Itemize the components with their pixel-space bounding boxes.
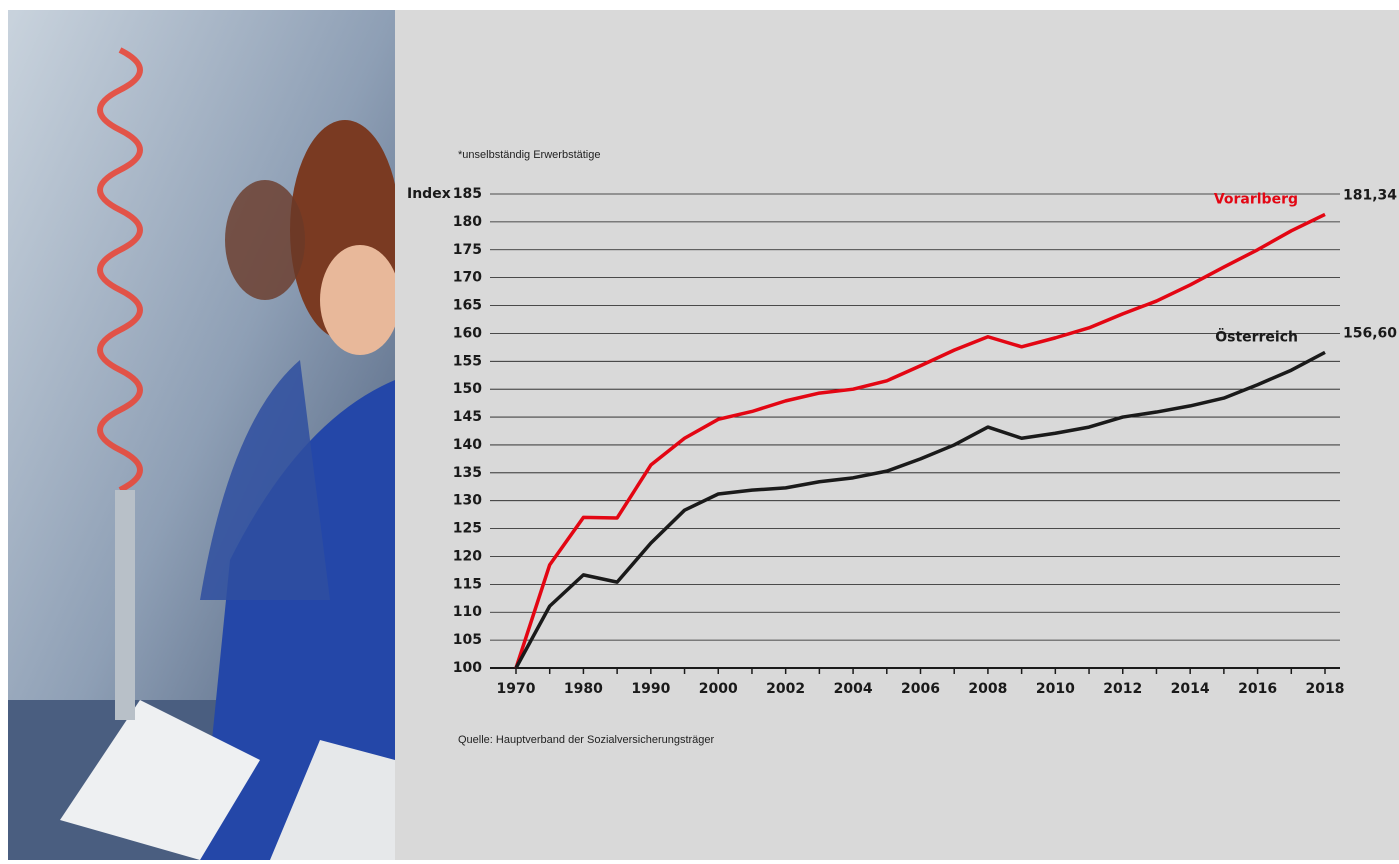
y-axis-label: Index <box>407 186 451 202</box>
y-tick-label: 135 <box>453 465 482 481</box>
y-tick-label: 175 <box>453 242 482 258</box>
y-tick-label: 185 <box>453 186 482 202</box>
x-tick-label: 1970 <box>497 681 536 697</box>
y-tick-label: 110 <box>453 604 482 620</box>
series-name: Österreich <box>1215 327 1298 345</box>
note: *unselbständig Erwerbstätige <box>458 149 600 161</box>
x-tick-label: 2012 <box>1103 681 1142 697</box>
source: Quelle: Hauptverband der Sozialversicher… <box>458 734 715 746</box>
y-tick-label: 170 <box>453 270 482 286</box>
y-tick-label: 165 <box>453 298 482 314</box>
x-tick-label: 2014 <box>1171 681 1210 697</box>
x-tick-label: 2004 <box>834 681 873 697</box>
series-name: Vorarlberg <box>1214 191 1298 207</box>
y-tick-label: 115 <box>453 576 482 592</box>
photo <box>8 10 400 860</box>
value-label: 156,60 <box>1343 325 1397 341</box>
y-tick-label: 120 <box>453 548 482 564</box>
y-tick-label: 130 <box>453 493 482 509</box>
x-tick-label: 1980 <box>564 681 603 697</box>
y-tick-label: 100 <box>453 660 482 676</box>
x-tick-label: 2018 <box>1306 681 1345 697</box>
x-tick-label: 2002 <box>766 681 805 697</box>
chart: *unselbständig Erwerbstätige Quelle: Hau… <box>0 0 1399 860</box>
x-tick-label: 2006 <box>901 681 940 697</box>
x-tick-label: 2010 <box>1036 681 1075 697</box>
y-tick-label: 150 <box>453 381 482 397</box>
value-label: 181,34 <box>1343 187 1397 203</box>
x-tick-label: 2008 <box>968 681 1007 697</box>
y-tick-label: 160 <box>453 325 482 341</box>
y-tick-label: 180 <box>453 214 482 230</box>
chart-background <box>395 10 1399 860</box>
y-tick-label: 125 <box>453 521 482 537</box>
x-tick-label: 2016 <box>1238 681 1277 697</box>
y-tick-label: 105 <box>453 632 482 648</box>
y-tick-label: 140 <box>453 437 482 453</box>
y-tick-label: 145 <box>453 409 482 425</box>
y-tick-label: 155 <box>453 353 482 369</box>
page: {"chart_data": {"type": "line", "note": … <box>0 0 1399 860</box>
x-tick-label: 2000 <box>699 681 738 697</box>
x-tick-label: 1990 <box>631 681 670 697</box>
